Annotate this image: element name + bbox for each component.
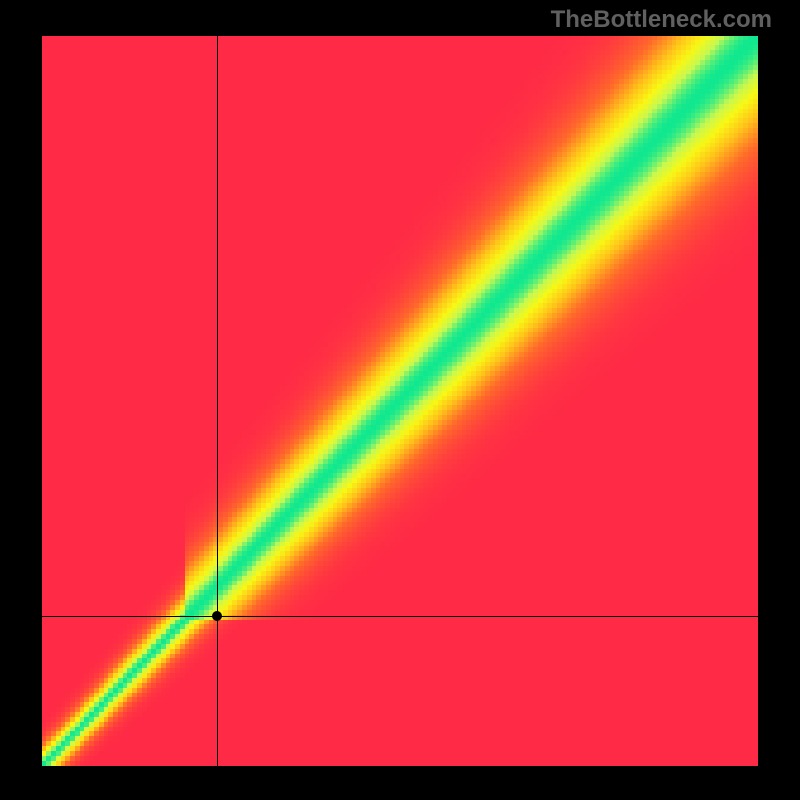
crosshair-horizontal xyxy=(42,616,758,617)
chart-container: TheBottleneck.com xyxy=(0,0,800,800)
bottleneck-heatmap xyxy=(42,36,758,766)
watermark-text: TheBottleneck.com xyxy=(551,6,772,34)
crosshair-vertical xyxy=(217,36,218,766)
